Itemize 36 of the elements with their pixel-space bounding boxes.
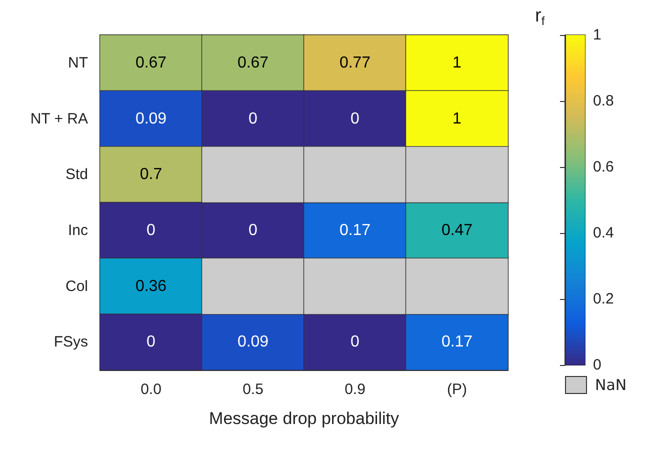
y-tick-label: NT xyxy=(68,54,88,72)
data-label: 0.67 xyxy=(237,54,269,72)
data-label: 0 xyxy=(248,222,258,239)
data-label: 1 xyxy=(452,110,462,128)
color-bar-label: 0 xyxy=(593,356,602,374)
x-tick-label: 0.9 xyxy=(344,381,366,398)
data-label: 0.77 xyxy=(339,54,371,72)
data-label: 0 xyxy=(248,110,258,128)
data-label: 0.09 xyxy=(135,110,167,128)
x-tick-label: (P) xyxy=(447,381,467,398)
color-bar-label: 0.2 xyxy=(593,290,614,308)
color-bar-label: 1 xyxy=(593,26,602,44)
y-tick-label: Std xyxy=(65,166,88,184)
y-tick-label: NT + RA xyxy=(30,110,88,128)
data-label: 0 xyxy=(350,334,360,351)
x-tick-label: 0.5 xyxy=(242,381,264,398)
x-tick-label: 0.0 xyxy=(140,381,162,398)
data-label: 0.17 xyxy=(339,222,371,239)
color-bar-label: 0.6 xyxy=(593,158,614,176)
data-label: 0.09 xyxy=(237,334,269,351)
data-label: 0.67 xyxy=(135,54,167,72)
color-bar-label: 0.4 xyxy=(593,224,614,242)
data-label: 0 xyxy=(146,334,156,351)
y-tick-label: FSys xyxy=(54,334,88,351)
x-axis-title: Message drop probability xyxy=(209,409,400,428)
y-tick-label: Inc xyxy=(68,222,88,239)
data-label: 0 xyxy=(146,222,156,239)
y-tick-label: Col xyxy=(65,278,88,295)
data-label: 0.7 xyxy=(140,166,162,184)
text: NaN xyxy=(595,376,627,394)
data-label: 0 xyxy=(350,110,360,128)
data-label: 1 xyxy=(452,54,462,72)
color-bar-label: 0.8 xyxy=(593,92,614,110)
data-label: 0.47 xyxy=(441,222,473,239)
data-label: 0.36 xyxy=(135,278,167,295)
data-label: 0.17 xyxy=(441,334,473,351)
